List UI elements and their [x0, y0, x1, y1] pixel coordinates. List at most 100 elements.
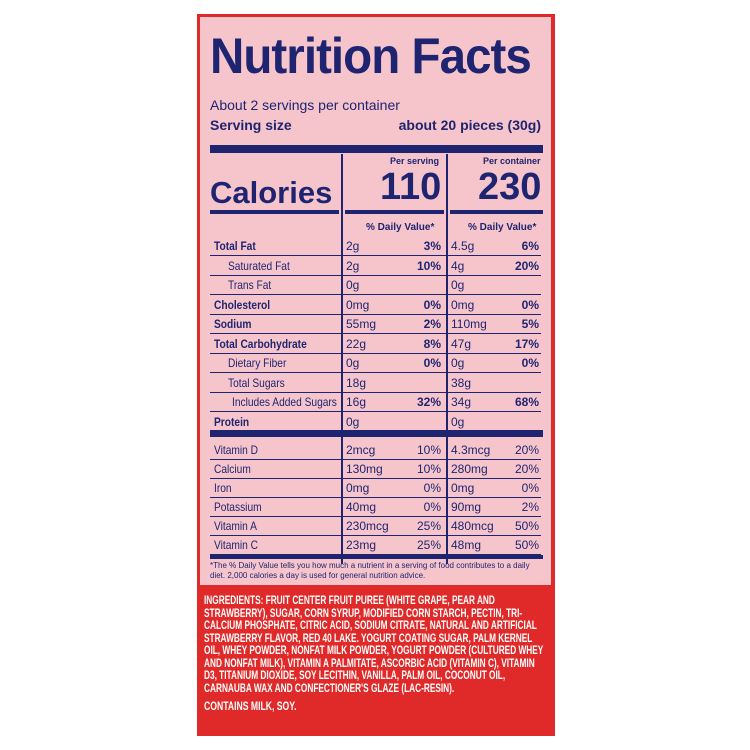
- dv-per-container: 0%: [521, 297, 539, 312]
- amount-per-container: 4.5g: [451, 239, 475, 253]
- nutrient-row: Trans Fat 0g 0g: [210, 275, 541, 295]
- dv-header-container: % Daily Value*: [468, 222, 537, 233]
- nutrient-name: Vitamin C: [214, 538, 259, 552]
- nutrient-name: Total Carbohydrate: [214, 336, 307, 351]
- dv-per-serving: 25%: [416, 538, 441, 552]
- dv-per-serving: 32%: [416, 395, 441, 409]
- amount-per-serving: 0g: [346, 356, 360, 370]
- servings-per-container: About 2 servings per container: [210, 97, 400, 113]
- amount-per-container: 34g: [451, 395, 472, 409]
- dv-header-serving: % Daily Value*: [366, 222, 435, 233]
- per-serving-label: Per serving: [390, 156, 440, 166]
- dv-per-serving: 10%: [416, 258, 441, 273]
- nutrient-name: Calcium: [214, 462, 251, 476]
- footnote: *The % Daily Value tells you how much a …: [210, 561, 530, 580]
- nutrient-row: Includes Added Sugars 16g 32% 34g 68%: [210, 392, 541, 412]
- ingredients-block: INGREDIENTS: FRUIT CENTER FRUIT PUREE (W…: [204, 595, 550, 713]
- dv-per-container: 50%: [514, 538, 539, 552]
- dv-per-container: 68%: [514, 395, 539, 409]
- calories-divider: [345, 210, 444, 214]
- nutrient-name: Cholesterol: [214, 297, 271, 312]
- dv-per-serving: 0%: [423, 481, 441, 495]
- nutrient-row: Total Sugars 18g 38g: [210, 373, 541, 393]
- dv-per-serving: 0%: [423, 356, 441, 370]
- dv-per-serving: 0%: [423, 500, 441, 514]
- amount-per-serving: 55mg: [346, 317, 377, 331]
- nutrient-name: Vitamin D: [214, 443, 259, 457]
- calories-per-serving: 110: [380, 166, 442, 208]
- dv-per-container: 0%: [521, 481, 539, 495]
- amount-per-serving: 0g: [346, 414, 360, 429]
- amount-per-container: 280mg: [451, 462, 488, 476]
- amount-per-container: 48mg: [451, 538, 482, 552]
- dv-per-container: 17%: [514, 336, 539, 351]
- vitamin-divider: [210, 430, 543, 437]
- dv-per-container: 2%: [521, 500, 539, 514]
- serving-size-value: about 20 pieces (30g): [398, 117, 541, 133]
- dv-per-container: 20%: [514, 443, 539, 457]
- amount-per-serving: 40mg: [346, 500, 377, 514]
- serving-size-label: Serving size: [210, 117, 292, 133]
- amount-per-serving: 0mg: [346, 297, 370, 312]
- dv-per-container: 20%: [514, 258, 539, 273]
- nutrient-name: Vitamin A: [214, 519, 257, 533]
- nutrient-row: Potassium 40mg 0% 90mg 2%: [210, 497, 541, 517]
- dv-per-serving: 0%: [423, 297, 441, 312]
- footnote-divider: [210, 555, 543, 559]
- dv-per-container: 50%: [514, 519, 539, 533]
- nutrient-name: Dietary Fiber: [228, 356, 287, 370]
- nutrient-name: Trans Fat: [228, 278, 272, 292]
- amount-per-container: 0g: [451, 356, 465, 370]
- dv-per-container: 20%: [514, 462, 539, 476]
- dv-per-serving: 25%: [416, 519, 441, 533]
- dv-per-serving: 10%: [416, 462, 441, 476]
- nutrient-row: Saturated Fat 2g 10% 4g 20%: [210, 256, 541, 276]
- amount-per-container: 110mg: [451, 317, 487, 331]
- nutrient-row: Calcium 130mg 10% 280mg 20%: [210, 459, 541, 479]
- nutrient-row: Vitamin A 230mcg 25% 480mcg 50%: [210, 516, 541, 536]
- amount-per-serving: 230mcg: [346, 519, 389, 533]
- dv-per-serving: 2%: [423, 317, 441, 331]
- amount-per-serving: 22g: [346, 336, 367, 351]
- amount-per-serving: 0g: [346, 278, 360, 292]
- nutrient-name: Saturated Fat: [228, 258, 290, 273]
- amount-per-container: 0g: [451, 414, 465, 429]
- label-title: Nutrition Facts: [210, 28, 532, 84]
- nutrient-row: Vitamin D 2mcg 10% 4.3mcg 20%: [210, 440, 541, 460]
- amount-per-container: 0g: [451, 278, 465, 292]
- calories-per-container: 230: [478, 166, 542, 208]
- amount-per-serving: 18g: [346, 375, 367, 390]
- nutrient-name: Includes Added Sugars: [232, 395, 337, 409]
- nutrient-name: Protein: [214, 414, 250, 429]
- amount-per-container: 47g: [451, 336, 472, 351]
- amount-per-serving: 130mg: [346, 462, 383, 476]
- dv-per-container: 5%: [521, 317, 539, 331]
- column-divider: [341, 154, 343, 564]
- ingredients: INGREDIENTS: FRUIT CENTER FRUIT PUREE (W…: [204, 595, 544, 695]
- calories-label: Calories: [210, 175, 333, 210]
- amount-per-container: 4.3mcg: [451, 443, 491, 457]
- thick-divider: [210, 145, 543, 153]
- amount-per-serving: 16g: [346, 395, 367, 409]
- amount-per-serving: 2g: [346, 258, 360, 273]
- nutrient-row: Sodium 55mg 2% 110mg 5%: [210, 314, 541, 334]
- amount-per-container: 4g: [451, 258, 465, 273]
- nutrient-name: Iron: [214, 481, 232, 495]
- allergen-statement: CONTAINS MILK, SOY.: [204, 699, 297, 713]
- amount-per-container: 480mcg: [451, 519, 494, 533]
- amount-per-serving: 0mg: [346, 481, 370, 495]
- dv-per-serving: 8%: [423, 336, 441, 351]
- calories-divider: [210, 210, 339, 214]
- dv-per-serving: 3%: [423, 239, 441, 253]
- amount-per-container: 38g: [451, 375, 472, 390]
- dv-per-container: 0%: [521, 356, 539, 370]
- column-divider: [446, 154, 448, 564]
- amount-per-serving: 2g: [346, 239, 360, 253]
- serving-size: Serving size about 20 pieces (30g): [210, 117, 541, 133]
- dv-per-container: 6%: [521, 239, 539, 253]
- calories-divider: [450, 210, 543, 214]
- amount-per-container: 90mg: [451, 500, 482, 514]
- nutrient-row: Total Carbohydrate 22g 8% 47g 17%: [210, 334, 541, 354]
- amount-per-container: 0mg: [451, 297, 475, 312]
- dv-per-serving: 10%: [416, 443, 441, 457]
